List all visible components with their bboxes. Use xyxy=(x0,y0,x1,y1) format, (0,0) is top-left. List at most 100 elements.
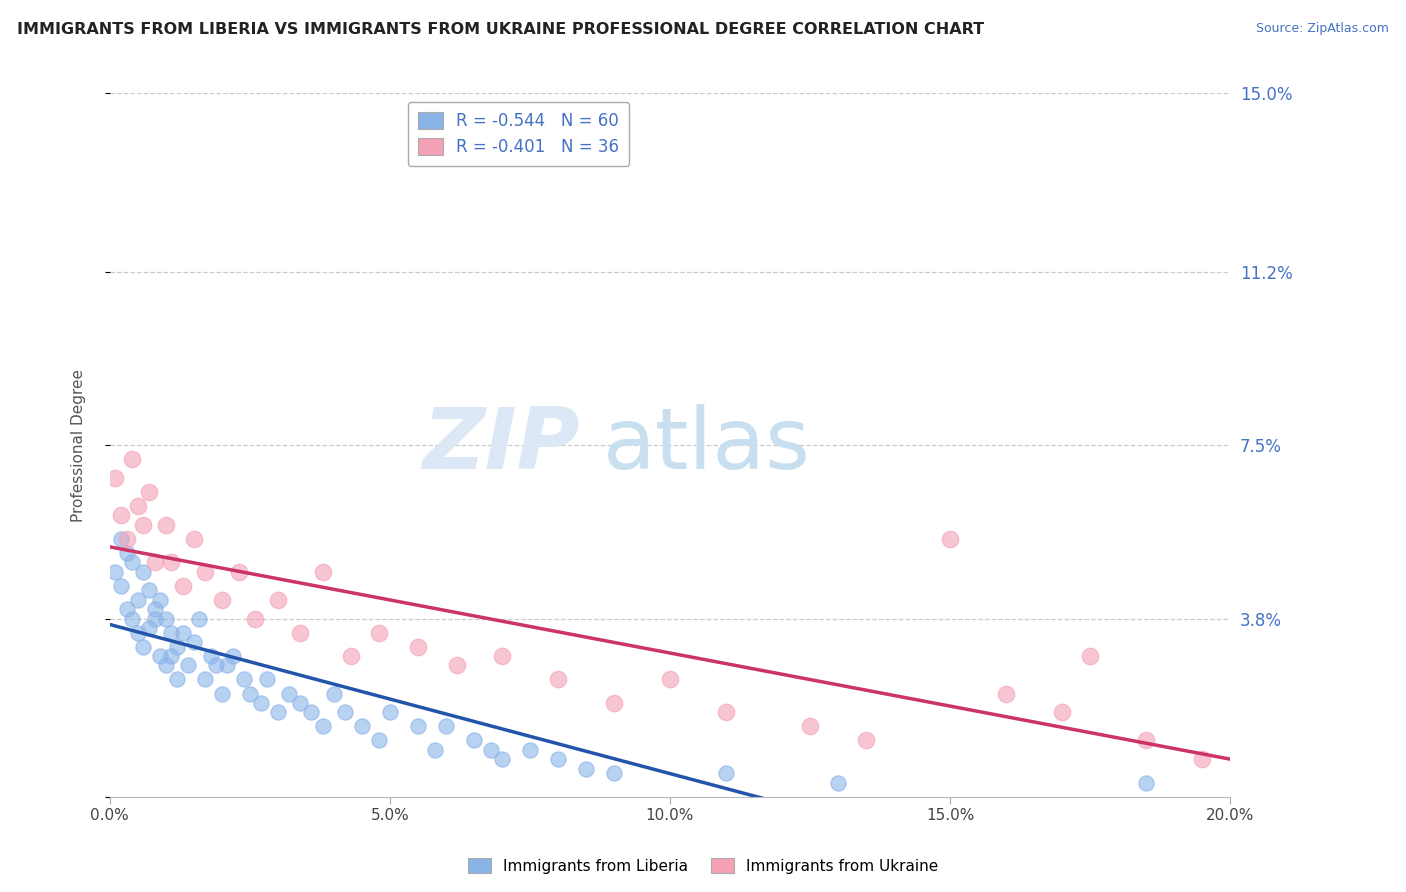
Point xyxy=(143,611,166,625)
Point xyxy=(245,611,267,625)
Text: atlas: atlas xyxy=(603,403,811,486)
Point xyxy=(1050,706,1073,720)
Point xyxy=(110,579,132,593)
Point xyxy=(149,648,172,663)
Point xyxy=(406,719,429,733)
Legend: R = -0.544   N = 60, R = -0.401   N = 36: R = -0.544 N = 60, R = -0.401 N = 36 xyxy=(408,102,630,167)
Point xyxy=(378,706,401,720)
Legend: Immigrants from Liberia, Immigrants from Ukraine: Immigrants from Liberia, Immigrants from… xyxy=(461,852,945,880)
Point xyxy=(121,452,143,467)
Point xyxy=(301,706,323,720)
Point xyxy=(155,517,177,532)
Point xyxy=(155,658,177,673)
Point xyxy=(172,625,194,640)
Point xyxy=(160,625,183,640)
Point xyxy=(132,640,155,654)
Point xyxy=(547,673,569,687)
Point xyxy=(367,625,389,640)
Point xyxy=(256,673,278,687)
Point xyxy=(312,565,335,579)
Point xyxy=(463,733,485,747)
Point xyxy=(491,752,513,766)
Point xyxy=(183,635,205,649)
Point xyxy=(110,508,132,523)
Point xyxy=(211,686,233,700)
Point xyxy=(143,555,166,569)
Point xyxy=(855,733,877,747)
Point xyxy=(222,648,245,663)
Point xyxy=(1135,775,1157,789)
Point xyxy=(200,648,222,663)
Point xyxy=(603,766,626,780)
Point xyxy=(547,752,569,766)
Point xyxy=(799,719,821,733)
Text: IMMIGRANTS FROM LIBERIA VS IMMIGRANTS FROM UKRAINE PROFESSIONAL DEGREE CORRELATI: IMMIGRANTS FROM LIBERIA VS IMMIGRANTS FR… xyxy=(17,22,984,37)
Point xyxy=(143,602,166,616)
Point xyxy=(290,625,312,640)
Point xyxy=(939,532,962,546)
Point xyxy=(714,706,737,720)
Point xyxy=(479,743,502,757)
Point xyxy=(267,706,290,720)
Point xyxy=(659,673,682,687)
Point xyxy=(115,602,138,616)
Point xyxy=(228,565,250,579)
Point xyxy=(205,658,228,673)
Point xyxy=(250,696,273,710)
Point xyxy=(267,592,290,607)
Point xyxy=(166,673,188,687)
Text: Source: ZipAtlas.com: Source: ZipAtlas.com xyxy=(1256,22,1389,36)
Point xyxy=(1191,752,1213,766)
Point xyxy=(183,532,205,546)
Point xyxy=(104,565,127,579)
Point xyxy=(233,673,256,687)
Text: ZIP: ZIP xyxy=(423,403,581,486)
Point xyxy=(827,775,849,789)
Point xyxy=(194,673,217,687)
Point xyxy=(132,517,155,532)
Point xyxy=(278,686,301,700)
Point xyxy=(127,592,149,607)
Point xyxy=(155,611,177,625)
Point xyxy=(138,621,160,635)
Point xyxy=(132,565,155,579)
Point xyxy=(115,532,138,546)
Point xyxy=(160,555,183,569)
Point xyxy=(995,686,1018,700)
Point xyxy=(177,658,200,673)
Point xyxy=(350,719,373,733)
Point xyxy=(1135,733,1157,747)
Point xyxy=(121,611,143,625)
Point xyxy=(491,648,513,663)
Point xyxy=(149,592,172,607)
Point xyxy=(121,555,143,569)
Point xyxy=(188,611,211,625)
Point xyxy=(110,532,132,546)
Point xyxy=(406,640,429,654)
Point xyxy=(714,766,737,780)
Point xyxy=(367,733,389,747)
Point xyxy=(322,686,344,700)
Point xyxy=(211,592,233,607)
Point xyxy=(312,719,335,733)
Point xyxy=(104,471,127,485)
Point xyxy=(575,762,598,776)
Point xyxy=(127,499,149,513)
Y-axis label: Professional Degree: Professional Degree xyxy=(72,368,86,522)
Point xyxy=(115,546,138,560)
Point xyxy=(423,743,446,757)
Point xyxy=(519,743,541,757)
Point xyxy=(166,640,188,654)
Point xyxy=(603,696,626,710)
Point xyxy=(239,686,262,700)
Point xyxy=(446,658,468,673)
Point xyxy=(138,484,160,499)
Point xyxy=(290,696,312,710)
Point xyxy=(138,583,160,598)
Point xyxy=(339,648,361,663)
Point xyxy=(194,565,217,579)
Point xyxy=(1078,648,1101,663)
Point xyxy=(172,579,194,593)
Point xyxy=(217,658,239,673)
Point xyxy=(333,706,356,720)
